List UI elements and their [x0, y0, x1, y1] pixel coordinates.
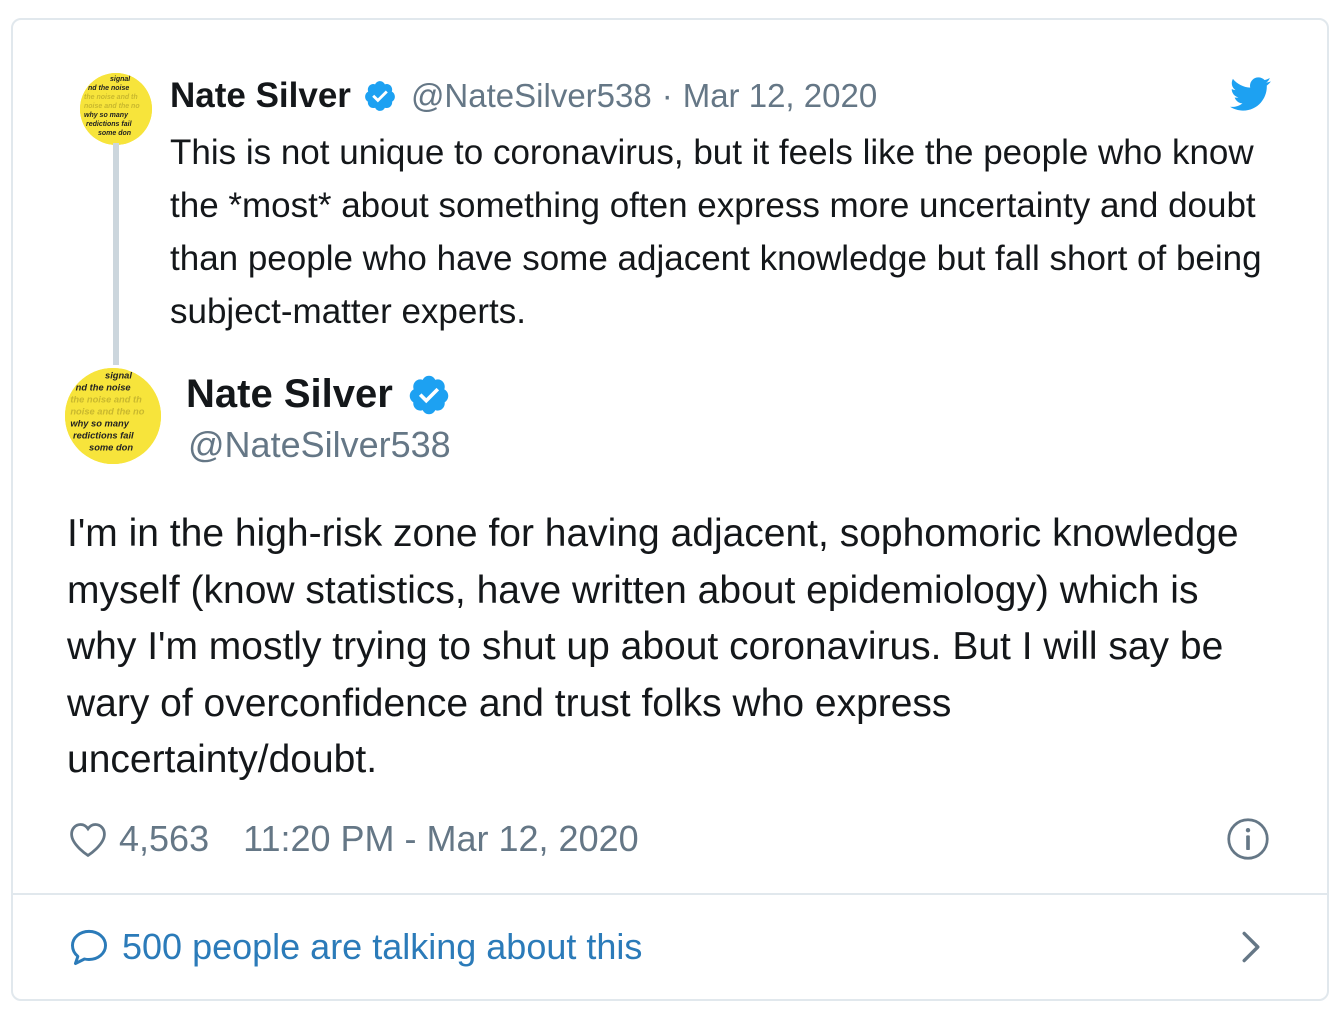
meta-separator: · [661, 77, 673, 114]
avatar-line: redictions fail [86, 121, 133, 128]
tweet-embed-card[interactable] [11, 18, 1329, 1001]
avatar-line: the noise and th [70, 395, 142, 405]
avatar-line: signal [110, 76, 131, 83]
parent-tweet-text: This is not unique to coronavirus, but i… [170, 133, 1262, 331]
avatar-line: some don [98, 130, 131, 137]
footer-divider [11, 893, 1329, 895]
avatar-line: nd the noise [76, 383, 131, 393]
main-tweet-text: I'm in the high-risk zone for having adj… [67, 512, 1239, 781]
chevron-right-icon[interactable] [1238, 930, 1264, 969]
parent-tweet-header: Nate Silver @NateSilver538 · Mar 12, 202… [170, 76, 877, 116]
avatar-line: noise and the no [70, 407, 144, 417]
avatar-line: why so many [84, 112, 129, 119]
main-display-name[interactable]: Nate Silver [186, 372, 393, 416]
thread-connector-line [113, 143, 119, 365]
verified-badge-icon [363, 79, 397, 113]
conversation-count-label[interactable]: 500 people are talking about this [122, 926, 643, 967]
tweet-timestamp[interactable]: 11:20 PM - Mar 12, 2020 [243, 818, 639, 859]
conversation-link[interactable]: 500 people are talking about this [68, 926, 642, 968]
tweet-footer: 4,563 11:20 PM - Mar 12, 2020 [67, 818, 639, 860]
avatar-line: signal [105, 371, 132, 381]
parent-display-name[interactable]: Nate Silver [170, 76, 351, 115]
heart-icon[interactable] [67, 820, 109, 858]
avatar-line: why so many [70, 419, 129, 429]
avatar-book-cover-image: signal nd the noise the noise and th noi… [80, 73, 152, 145]
main-avatar[interactable]: signal nd the noise the noise and th noi… [65, 368, 161, 464]
speech-bubble-icon [68, 927, 110, 967]
main-handle[interactable]: @NateSilver538 [188, 424, 451, 465]
parent-date[interactable]: Mar 12, 2020 [682, 77, 878, 114]
avatar-book-cover-image: signal nd the noise the noise and th noi… [65, 368, 161, 464]
info-icon[interactable] [1226, 817, 1270, 866]
parent-avatar[interactable]: signal nd the noise the noise and th noi… [80, 73, 152, 145]
avatar-line: redictions fail [73, 431, 134, 441]
avatar-line: nd the noise [88, 85, 129, 92]
main-tweet-header: Nate Silver [186, 372, 451, 417]
avatar-line: some don [89, 443, 133, 453]
verified-badge-icon [407, 373, 451, 417]
like-count[interactable]: 4,563 [119, 818, 210, 859]
avatar-line: the noise and th [84, 94, 138, 101]
avatar-line: noise and the no [84, 103, 140, 110]
twitter-bird-icon[interactable] [1228, 76, 1272, 117]
parent-handle[interactable]: @NateSilver538 [410, 77, 652, 114]
